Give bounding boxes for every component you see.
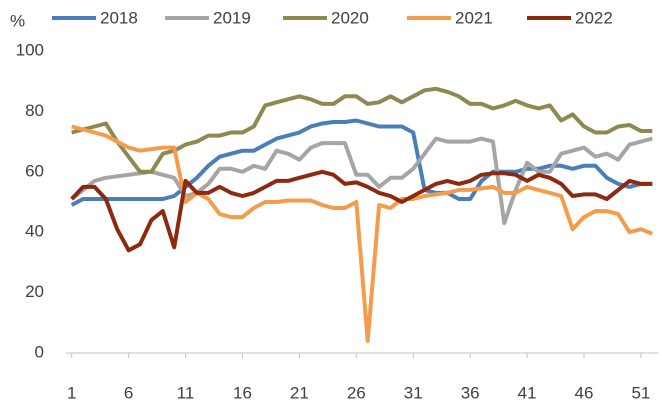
y-tick-label: 60 <box>25 161 44 180</box>
x-tick-label: 46 <box>575 383 594 402</box>
legend-label: 2018 <box>100 8 138 27</box>
y-axis-label: % <box>10 11 25 30</box>
line-series <box>71 124 654 343</box>
x-tick-label: 26 <box>347 383 366 402</box>
x-tick-label: 41 <box>518 383 537 402</box>
y-tick-label: 40 <box>25 222 44 241</box>
y-tick-label: 100 <box>16 40 44 59</box>
line-series <box>70 136 653 226</box>
x-tick-label: 31 <box>404 383 423 402</box>
y-tick-label: 80 <box>25 101 44 120</box>
x-tick-label: 21 <box>290 383 309 402</box>
y-tick-label: 0 <box>35 342 44 361</box>
legend-label: 2019 <box>213 8 251 27</box>
line-series <box>71 86 653 174</box>
x-tick-label: 16 <box>233 383 252 402</box>
y-tick-label: 20 <box>25 282 44 301</box>
x-tick-label: 1 <box>67 383 76 402</box>
x-tick-label: 11 <box>177 383 195 402</box>
legend-label: 2020 <box>331 8 369 27</box>
legend-label: 2022 <box>575 8 613 27</box>
x-tick-label: 51 <box>631 383 650 402</box>
x-tick-label: 6 <box>124 383 133 402</box>
line-series <box>70 169 653 253</box>
legend-label: 2021 <box>455 8 493 27</box>
x-tick-label: 36 <box>461 383 480 402</box>
